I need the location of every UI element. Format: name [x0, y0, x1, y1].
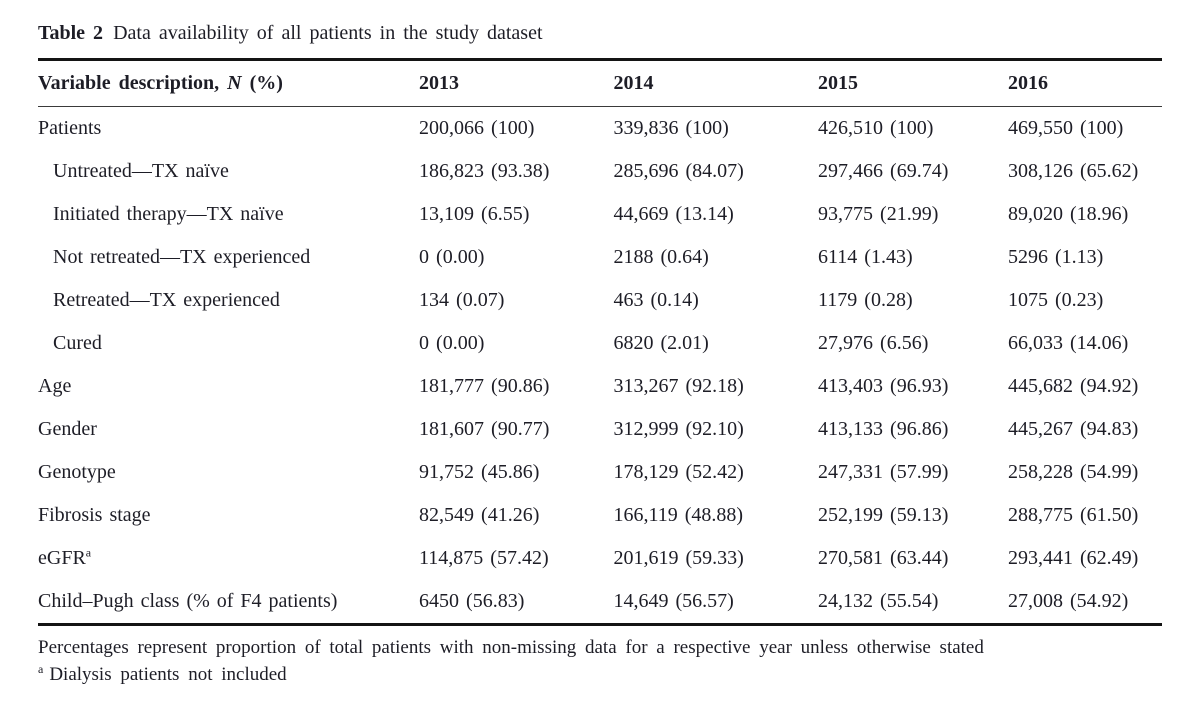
table-row-age: Age 181,777 (90.86) 313,267 (92.18) 413,…	[38, 365, 1162, 408]
cell-value: 270,581 (63.44)	[818, 547, 949, 569]
table-row-untreated: Untreated—TX naïve 186,823 (93.38) 285,6…	[38, 150, 1162, 193]
table-row-child-pugh: Child–Pugh class (% of F4 patients) 6450…	[38, 580, 1162, 625]
cell-value: 285,696 (84.07)	[613, 160, 744, 182]
cell-value: 0 (0.00)	[419, 332, 485, 354]
cell-value: 469,550 (100)	[1007, 117, 1124, 139]
footnote-marker: a	[85, 545, 92, 560]
row-label: Cured	[53, 332, 102, 354]
column-header-2015: 2015	[818, 59, 1008, 107]
cell-value: 13,109 (6.55)	[419, 203, 530, 225]
footnote-general: Percentages represent proportion of tota…	[38, 637, 984, 658]
row-label: Untreated—TX naïve	[53, 160, 229, 182]
cell-value: 313,267 (92.18)	[613, 375, 744, 397]
table-row-retreated: Retreated—TX experienced 134 (0.07) 463 …	[38, 279, 1162, 322]
cell-value: 339,836 (100)	[613, 117, 729, 139]
cell-value: 288,775 (61.50)	[1007, 504, 1139, 526]
cell-value: 114,875 (57.42)	[419, 547, 549, 569]
table-number: Table 2	[38, 22, 104, 44]
cell-value: 2188 (0.64)	[613, 246, 709, 268]
cell-value: 181,607 (90.77)	[419, 418, 550, 440]
header-row: Variable description, N (%) 2013 2014 20…	[38, 59, 1162, 107]
cell-value: 1075 (0.23)	[1007, 289, 1104, 311]
cell-value: 200,066 (100)	[419, 117, 535, 139]
cell-value: 1179 (0.28)	[818, 289, 913, 311]
row-label: Fibrosis stage	[38, 504, 151, 526]
cell-value: 445,267 (94.83)	[1007, 418, 1139, 440]
cell-value: 14,649 (56.57)	[613, 590, 734, 612]
cell-value: 247,331 (57.99)	[818, 461, 949, 483]
row-label: Child–Pugh class (% of F4 patients)	[38, 590, 338, 612]
cell-value: 24,132 (55.54)	[818, 590, 939, 612]
cell-value: 0 (0.00)	[419, 246, 485, 268]
cell-value: 258,228 (54.99)	[1007, 461, 1139, 483]
row-label: Not retreated—TX experienced	[53, 246, 311, 268]
cell-value: 413,403 (96.93)	[818, 375, 949, 397]
cell-value: 252,199 (59.13)	[818, 504, 949, 526]
cell-value: 27,976 (6.56)	[818, 332, 929, 354]
cell-value: 181,777 (90.86)	[419, 375, 550, 397]
cell-value: 308,126 (65.62)	[1007, 160, 1139, 182]
cell-value: 82,549 (41.26)	[419, 504, 540, 526]
row-label: Gender	[38, 418, 97, 440]
cell-value: 312,999 (92.10)	[613, 418, 744, 440]
cell-value: 426,510 (100)	[818, 117, 934, 139]
cell-value: 27,008 (54.92)	[1007, 590, 1129, 612]
cell-value: 166,119 (48.88)	[613, 504, 744, 526]
table-row-patients: Patients 200,066 (100) 339,836 (100) 426…	[38, 107, 1162, 151]
table-row-gender: Gender 181,607 (90.77) 312,999 (92.10) 4…	[38, 408, 1162, 451]
row-label: eGFRa	[38, 545, 92, 569]
cell-value: 66,033 (14.06)	[1007, 332, 1129, 354]
cell-value: 463 (0.14)	[613, 289, 699, 311]
footnote-dialysis: a Dialysis patients not included	[38, 661, 287, 685]
cell-value: 178,129 (52.42)	[613, 461, 744, 483]
table-row-initiated-therapy: Initiated therapy—TX naïve 13,109 (6.55)…	[38, 193, 1162, 236]
cell-value: 6450 (56.83)	[419, 590, 525, 612]
data-availability-table: Variable description, N (%) 2013 2014 20…	[38, 58, 1162, 626]
row-label: Age	[38, 375, 72, 397]
cell-value: 93,775 (21.99)	[818, 203, 939, 225]
column-header-2014: 2014	[613, 59, 819, 107]
table-row-egfr: eGFRa 114,875 (57.42) 201,619 (59.33) 27…	[38, 537, 1162, 580]
column-header-2016: 2016	[1007, 59, 1162, 107]
row-label: Initiated therapy—TX naïve	[53, 203, 284, 225]
italic-N: N	[227, 72, 242, 94]
cell-value: 5296 (1.13)	[1007, 246, 1104, 268]
table-row-not-retreated: Not retreated—TX experienced 0 (0.00) 21…	[38, 236, 1162, 279]
cell-value: 413,133 (96.86)	[818, 418, 949, 440]
cell-value: 6820 (2.01)	[613, 332, 709, 354]
cell-value: 186,823 (93.38)	[419, 160, 550, 182]
cell-value: 89,020 (18.96)	[1007, 203, 1129, 225]
cell-value: 44,669 (13.14)	[613, 203, 734, 225]
table-caption: Table 2 Data availability of all patients…	[38, 22, 1162, 45]
column-header-2013: 2013	[419, 59, 614, 107]
footnote-marker-a: a	[38, 661, 44, 676]
row-label: Retreated—TX experienced	[53, 289, 280, 311]
column-header-variable: Variable description, N (%)	[38, 59, 420, 107]
table-row-cured: Cured 0 (0.00) 6820 (2.01) 27,976 (6.56)…	[38, 322, 1162, 365]
table-row-genotype: Genotype 91,752 (45.86) 178,129 (52.42) …	[38, 451, 1162, 494]
table-footnotes: Percentages represent proportion of tota…	[38, 635, 1162, 689]
cell-value: 201,619 (59.33)	[613, 547, 744, 569]
table-row-fibrosis-stage: Fibrosis stage 82,549 (41.26) 166,119 (4…	[38, 494, 1162, 537]
cell-value: 445,682 (94.92)	[1007, 375, 1139, 397]
cell-value: 134 (0.07)	[419, 289, 505, 311]
table-caption-text: Data availability of all patients in the…	[113, 22, 543, 44]
cell-value: 6114 (1.43)	[818, 246, 913, 268]
cell-value: 297,466 (69.74)	[818, 160, 949, 182]
row-label: Genotype	[38, 461, 116, 483]
cell-value: 91,752 (45.86)	[419, 461, 540, 483]
row-label: Patients	[38, 117, 102, 139]
cell-value: 293,441 (62.49)	[1007, 547, 1139, 569]
